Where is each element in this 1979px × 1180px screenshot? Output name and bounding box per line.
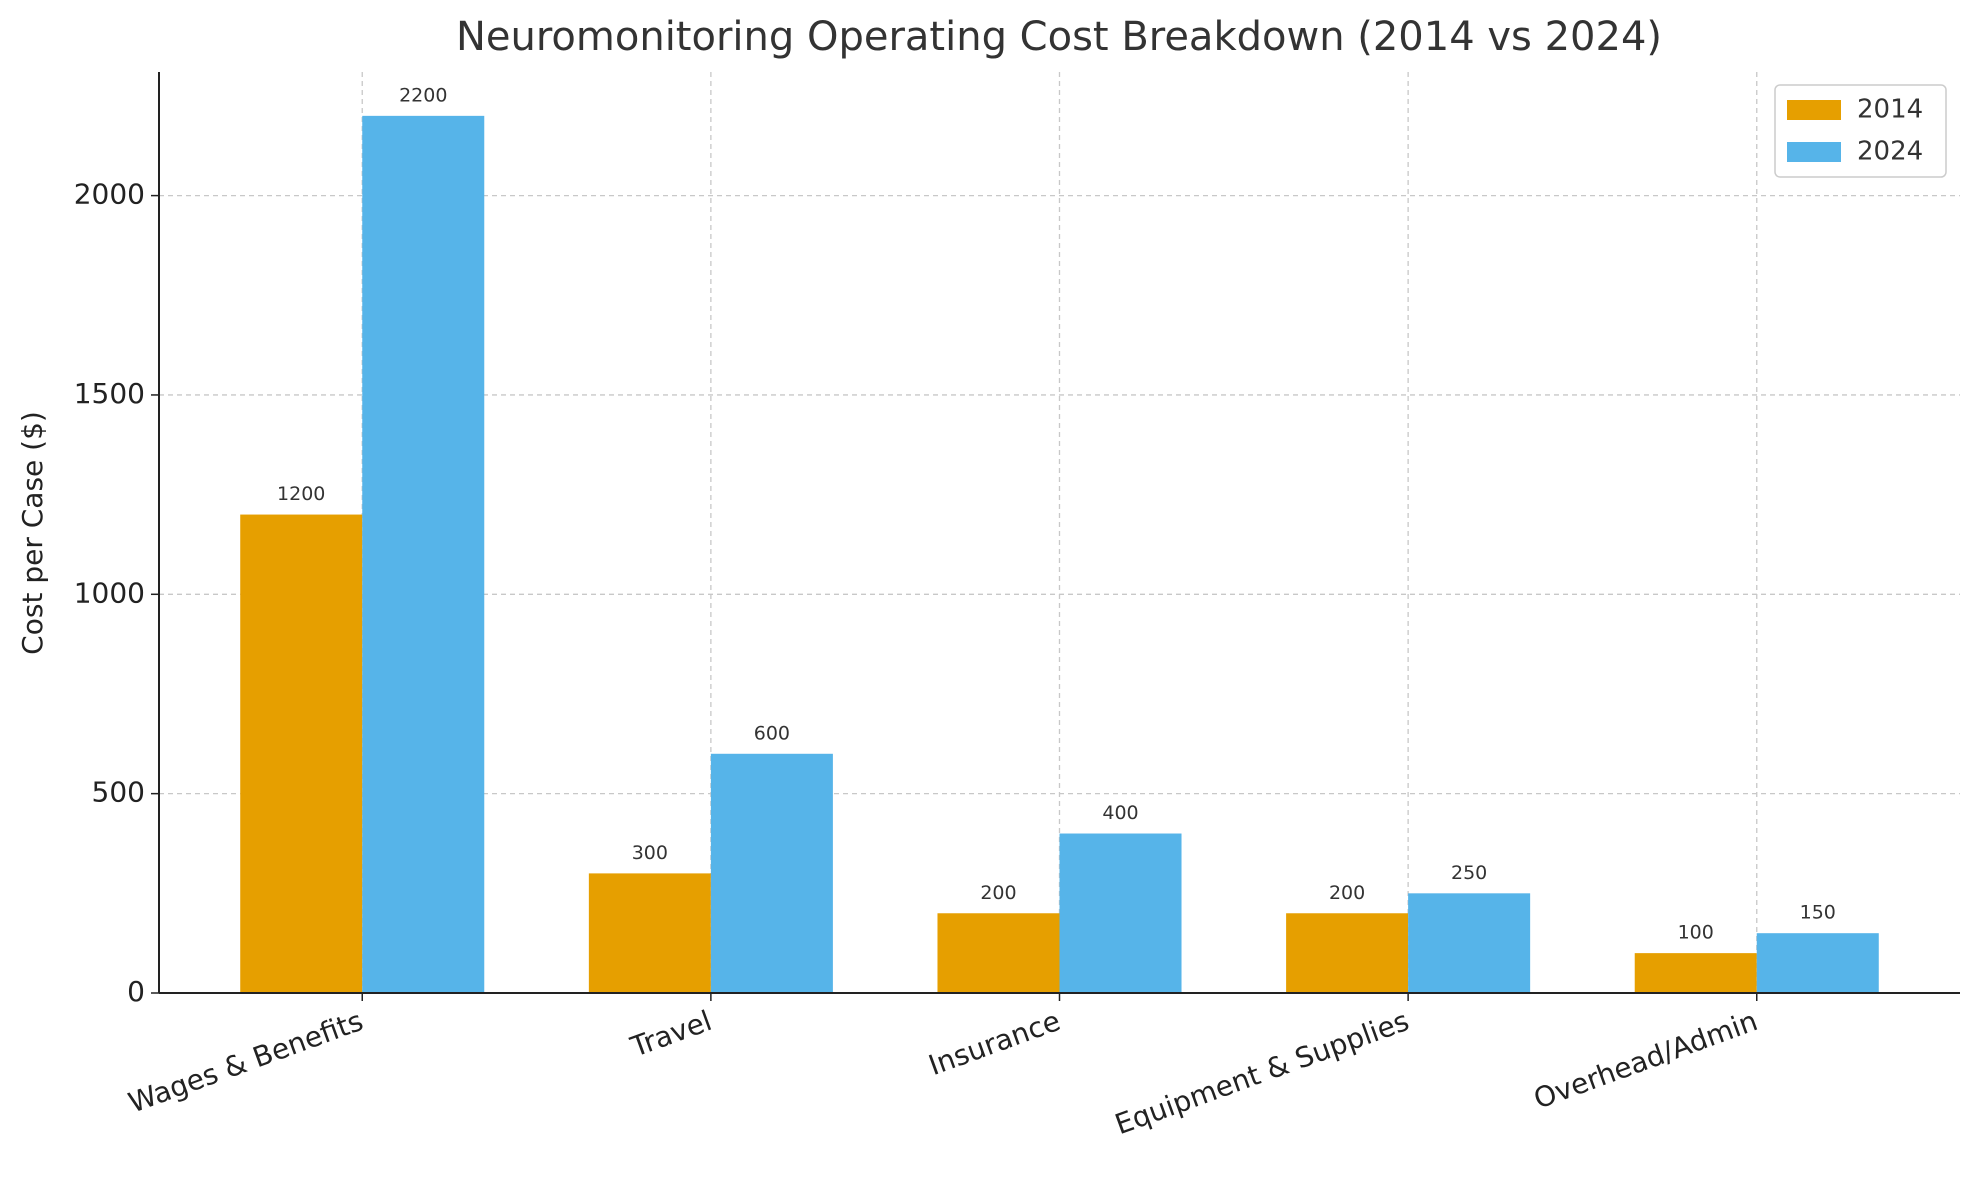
value-label: 400 bbox=[1102, 802, 1138, 824]
bar bbox=[1059, 833, 1182, 993]
x-tick-label: Insurance bbox=[924, 1004, 1064, 1082]
legend: 2014 2024 bbox=[1774, 84, 1947, 178]
value-label: 200 bbox=[980, 882, 1016, 904]
bar bbox=[1756, 933, 1879, 993]
bar bbox=[1408, 893, 1531, 993]
y-axis-label: Cost per Case ($) bbox=[16, 411, 49, 655]
x-tick-label: Overhead/Admin bbox=[1529, 1004, 1762, 1116]
value-label: 200 bbox=[1329, 882, 1365, 904]
bar bbox=[588, 873, 711, 993]
y-tick-label: 500 bbox=[92, 776, 145, 809]
value-label: 100 bbox=[1678, 922, 1714, 944]
value-label: 300 bbox=[632, 842, 668, 864]
y-tick-label: 0 bbox=[127, 975, 145, 1008]
value-label: 2200 bbox=[399, 84, 447, 106]
bar bbox=[937, 913, 1060, 993]
bar bbox=[362, 115, 485, 994]
value-label: 150 bbox=[1800, 902, 1836, 924]
y-tick-label: 2000 bbox=[74, 178, 145, 211]
value-label: 600 bbox=[754, 722, 790, 744]
bar bbox=[240, 514, 363, 993]
x-tick-label: Travel bbox=[626, 1004, 716, 1064]
value-label: 1200 bbox=[277, 483, 325, 505]
bar bbox=[1286, 913, 1409, 993]
legend-label: 2014 bbox=[1857, 95, 1923, 125]
legend-swatch bbox=[1787, 142, 1841, 162]
legend-label: 2024 bbox=[1857, 137, 1923, 167]
value-label: 250 bbox=[1451, 862, 1487, 884]
bar bbox=[710, 753, 833, 993]
y-tick-label: 1000 bbox=[74, 576, 145, 609]
chart-title: Neuromonitoring Operating Cost Breakdown… bbox=[456, 14, 1662, 60]
x-tick-label: Wages & Benefits bbox=[124, 1004, 367, 1119]
y-tick-label: 1500 bbox=[74, 377, 145, 410]
x-tick-label: Equipment & Supplies bbox=[1111, 1004, 1414, 1141]
bar bbox=[1634, 953, 1757, 993]
legend-swatch bbox=[1787, 100, 1841, 120]
